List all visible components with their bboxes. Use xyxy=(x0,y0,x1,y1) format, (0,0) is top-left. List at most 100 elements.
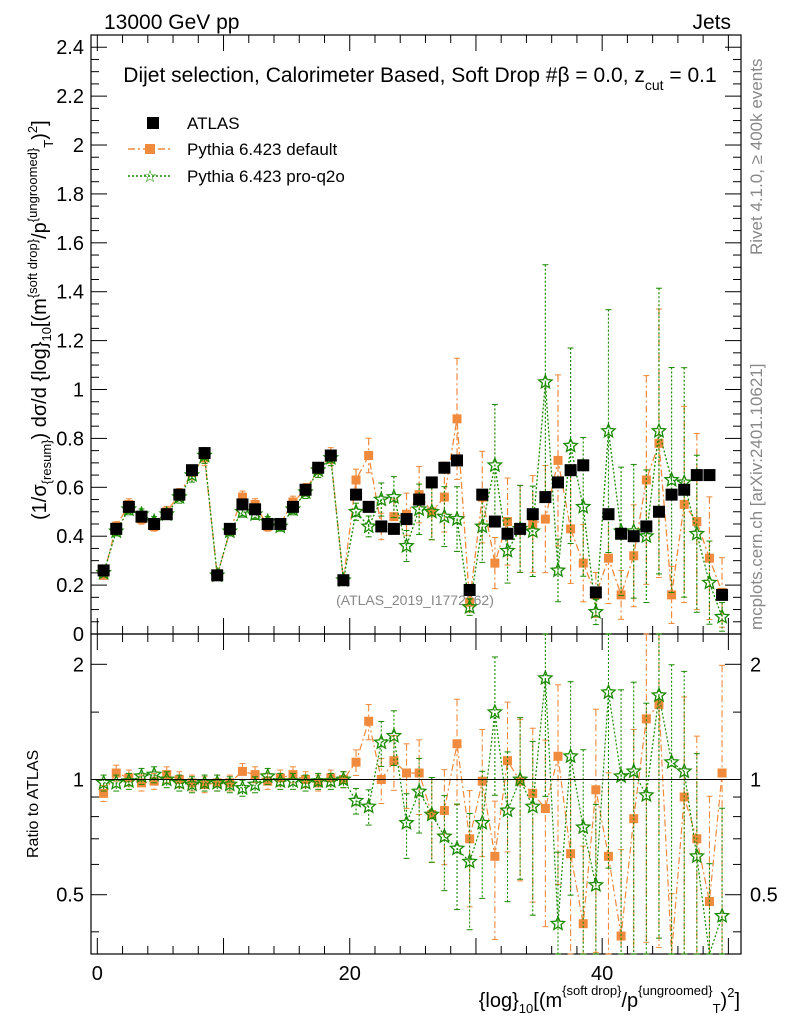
legend-default-marker xyxy=(145,144,155,154)
ratio-point xyxy=(524,797,542,814)
series-point xyxy=(160,508,173,521)
main-y-tick-label: 0.8 xyxy=(56,428,84,450)
series-point xyxy=(692,517,702,527)
series-point xyxy=(703,469,716,482)
series-point xyxy=(387,522,400,535)
series-point xyxy=(122,500,135,513)
ratio-point xyxy=(335,770,352,787)
legend: ATLAS Pythia 6.423 default ☆ Pythia 6.42… xyxy=(128,114,345,187)
series-point xyxy=(451,454,464,467)
main-y-tick-label: 1.8 xyxy=(56,184,84,206)
series-point xyxy=(490,558,500,568)
main-y-tick-label: 2.2 xyxy=(56,86,84,108)
ratio-point xyxy=(553,751,563,761)
series-point xyxy=(438,461,451,474)
ratio-point xyxy=(448,839,466,856)
series-0 xyxy=(97,447,729,601)
series-layer xyxy=(95,264,731,632)
ratio-point xyxy=(372,733,390,750)
ratio-point xyxy=(410,782,428,799)
series-point xyxy=(347,503,365,519)
series-point xyxy=(274,517,287,530)
series-point xyxy=(640,520,653,533)
plot-title-sub: cut xyxy=(645,77,664,93)
series-point xyxy=(562,436,579,453)
series-point xyxy=(665,488,678,501)
series-point xyxy=(549,561,567,578)
series-point xyxy=(654,438,664,448)
series-point xyxy=(223,522,236,535)
ratio-point xyxy=(591,785,601,795)
series-point xyxy=(312,461,325,474)
ratio-point xyxy=(187,778,197,788)
ratio-point xyxy=(515,776,525,786)
series-point xyxy=(540,514,550,524)
ratio-point xyxy=(603,851,613,861)
main-y-tick-label: 0 xyxy=(73,624,84,646)
header-left: 13000 GeV pp xyxy=(104,11,239,34)
series-point xyxy=(564,464,577,477)
ratio-point xyxy=(297,774,314,790)
ratio-point xyxy=(713,907,731,923)
series-line xyxy=(102,382,723,618)
series-point xyxy=(551,476,564,489)
series-point xyxy=(364,451,374,461)
series-point xyxy=(589,586,602,599)
ratio-point xyxy=(246,775,264,792)
main-y-tick-label: 0.6 xyxy=(56,477,84,499)
series-point xyxy=(360,517,377,534)
ratio-point xyxy=(436,827,453,844)
ratio-y-tick-label-right: 0.5 xyxy=(750,885,778,907)
ratio-point xyxy=(688,847,706,864)
series-point xyxy=(398,537,415,553)
series-point xyxy=(690,469,703,482)
ratio-point xyxy=(575,818,592,835)
ratio-point xyxy=(473,814,491,830)
ratio-point xyxy=(149,776,159,786)
series-point xyxy=(385,488,403,505)
series-point xyxy=(439,492,449,502)
ratio-point xyxy=(360,797,377,814)
series-point xyxy=(452,414,462,424)
ratio-point xyxy=(663,753,680,770)
series-point xyxy=(663,471,680,487)
plot-title-tail: = 0.1 xyxy=(664,64,717,87)
series-point xyxy=(463,583,476,596)
ratio-point xyxy=(452,739,462,749)
ratio-point xyxy=(641,714,651,724)
ratio-point xyxy=(566,849,576,859)
ratio-point xyxy=(364,716,374,726)
ratio-point xyxy=(398,814,415,830)
ratio-point xyxy=(625,762,643,779)
series-point xyxy=(629,551,639,561)
series-point xyxy=(465,597,475,607)
series-point xyxy=(362,500,375,513)
ratio-series-1 xyxy=(95,633,731,955)
ratio-y-ticks: 0.5 1 2 0.5 1 2 xyxy=(56,654,778,933)
series-point xyxy=(650,422,668,439)
series-point xyxy=(324,449,337,462)
legend-proq2o-label: Pythia 6.423 pro-q2o xyxy=(187,167,345,186)
series-point xyxy=(249,503,262,516)
main-y-tick-label: 1.6 xyxy=(56,233,84,255)
ratio-point xyxy=(136,778,146,788)
series-point xyxy=(237,492,247,502)
ratio-point xyxy=(511,770,529,787)
main-y-tick-label: 1.2 xyxy=(56,331,84,353)
ratio-y-tick-label: 1 xyxy=(73,770,84,792)
series-point xyxy=(97,564,110,577)
ratio-point xyxy=(717,768,727,778)
series-point xyxy=(499,542,516,558)
series-point xyxy=(185,464,198,477)
series-point xyxy=(425,476,438,489)
series-point xyxy=(286,500,299,513)
series-point xyxy=(400,513,413,526)
main-y-tick-label: 2 xyxy=(73,135,84,157)
legend-atlas-marker xyxy=(147,117,159,129)
x-tick-label: 0 xyxy=(92,963,103,985)
rivet-label: Rivet 4.1.0, ≥ 400k events xyxy=(747,59,766,255)
ratio-point xyxy=(549,915,567,931)
ratio-point xyxy=(322,772,340,789)
series-point xyxy=(503,517,513,527)
series-point xyxy=(575,498,592,514)
